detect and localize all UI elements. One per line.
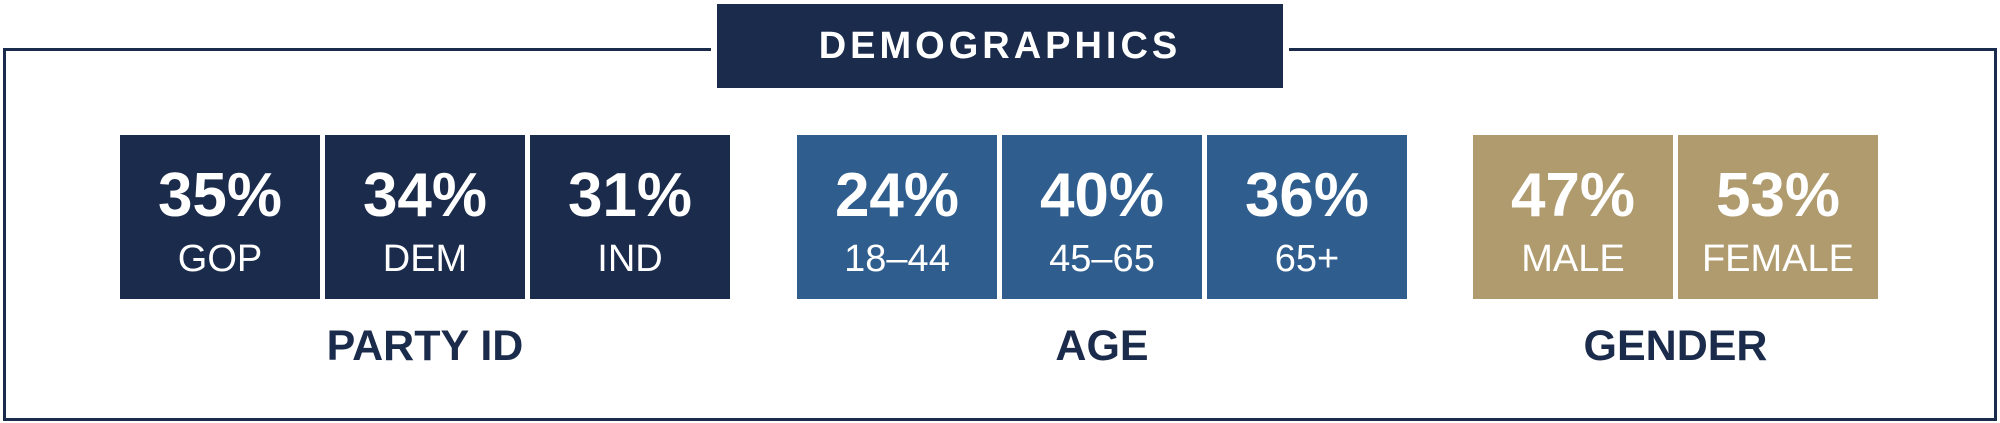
stat-value: 35% xyxy=(157,161,283,230)
stat-label: FEMALE xyxy=(1701,238,1855,280)
stat-label: GOP xyxy=(177,238,263,280)
stat-label: 45–65 xyxy=(1049,238,1155,280)
stat-box: 36% 65+ xyxy=(1207,135,1407,299)
group-label: PARTY ID xyxy=(326,322,524,370)
stat-box: 31% IND xyxy=(530,135,730,299)
title: DEMOGRAPHICS xyxy=(717,4,1283,88)
stat-box: 24% 18–44 xyxy=(797,135,997,299)
stat-value: 31% xyxy=(567,161,693,230)
stat-box: 53% FEMALE xyxy=(1678,135,1878,299)
stat-box: 34% DEM xyxy=(325,135,525,299)
stat-value: 47% xyxy=(1510,161,1636,230)
group-label: GENDER xyxy=(1583,322,1768,370)
stat-box: 40% 45–65 xyxy=(1002,135,1202,299)
stat-value: 36% xyxy=(1244,161,1370,230)
stat-value: 40% xyxy=(1039,161,1165,230)
stat-label: MALE xyxy=(1521,238,1625,280)
stat-label: DEM xyxy=(382,238,468,280)
stat-value: 24% xyxy=(834,161,960,230)
stat-label: 65+ xyxy=(1274,238,1340,280)
stat-value: 34% xyxy=(362,161,488,230)
stat-label: IND xyxy=(597,238,663,280)
stat-box: 35% GOP xyxy=(120,135,320,299)
stat-value: 53% xyxy=(1715,161,1841,230)
stat-label: 18–44 xyxy=(844,238,950,280)
group-label: AGE xyxy=(1055,322,1149,370)
stat-box: 47% MALE xyxy=(1473,135,1673,299)
